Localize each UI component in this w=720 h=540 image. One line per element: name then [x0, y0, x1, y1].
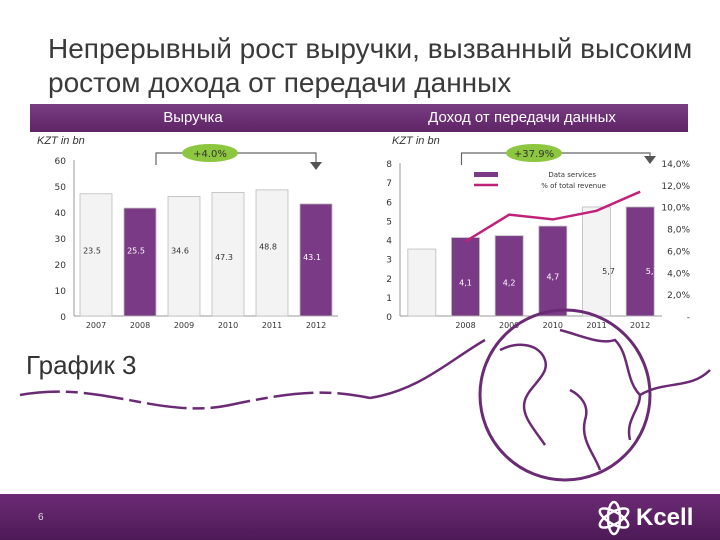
data-x-tick-label: 2011 [586, 321, 606, 330]
data-y-tick-label: 3 [386, 256, 392, 266]
revenue-bar [123, 207, 157, 317]
data-growth-arrowhead [644, 156, 656, 164]
revenue-bar [167, 195, 201, 317]
revenue-data-label: 43.1 [303, 253, 321, 262]
revenue-chart-banner: Выручка [30, 104, 356, 132]
revenue-y-tick-label: 10 [55, 287, 67, 297]
revenue-bar [255, 189, 289, 317]
revenue-x-tick-label: 2008 [130, 321, 150, 330]
revenue-y-tick-label: 40 [55, 209, 67, 219]
data-y2-tick-label: 10,0% [661, 204, 690, 214]
data-revenue-unit-label: KZT in bn [392, 135, 440, 147]
revenue-growth-arrowhead [310, 162, 322, 170]
data-bar-extra [407, 248, 437, 317]
data-y-tick-label: 6 [386, 198, 392, 208]
data-y2-tick-label: 14,0% [661, 160, 690, 170]
kcell-logo-icon [598, 500, 630, 536]
page-number: 6 [38, 512, 44, 523]
data-bar-label: 5,7 [602, 267, 615, 276]
legend-bar-swatch [474, 172, 498, 177]
data-growth-badge [506, 144, 562, 162]
data-x-tick-label: 2008 [455, 321, 475, 330]
revenue-unit-label: KZT in bn [37, 135, 85, 147]
brand-name: Kcell [636, 504, 694, 531]
figure-caption: График 3 [26, 350, 137, 380]
data-bar [625, 206, 655, 317]
data-bar-label: 5,7 [646, 267, 659, 276]
kcell-logo: Kcell [596, 500, 706, 536]
data-y2-tick-label: 2,0% [667, 291, 690, 301]
revenue-data-label: 47.3 [215, 253, 233, 262]
legend-line-label: % of total revenue [541, 182, 606, 190]
data-y2-tick-label: 6,0% [667, 247, 690, 257]
data-y-tick-label: 5 [386, 217, 392, 227]
revenue-data-label: 48.8 [259, 243, 277, 252]
data-y2-tick-label: 12,0% [661, 182, 690, 192]
revenue-x-tick-label: 2009 [174, 321, 194, 330]
revenue-data-label: 25.5 [127, 247, 145, 256]
revenue-bar [79, 193, 113, 317]
data-bar [538, 225, 568, 317]
data-y2-tick-label: - [687, 313, 690, 323]
revenue-x-tick-label: 2012 [306, 321, 326, 330]
revenue-y-tick-label: 0 [60, 313, 66, 323]
data-growth-label: +37.9% [514, 149, 554, 160]
data-y2-tick-label: 8,0% [667, 226, 690, 236]
data-revenue-chart-banner: Доход от передачи данных [356, 104, 688, 132]
data-x-tick-label: 2009 [499, 321, 519, 330]
footer-bar [0, 494, 720, 540]
revenue-data-label: 34.6 [171, 247, 189, 256]
data-y-tick-label: 0 [386, 313, 392, 323]
revenue-growth-badge [182, 144, 238, 162]
legend-bar-label: Data services [548, 171, 596, 179]
revenue-y-tick-label: 20 [55, 261, 67, 271]
data-bar [451, 237, 480, 317]
data-y-tick-label: 2 [386, 275, 392, 285]
revenue-data-label: 23.5 [83, 247, 101, 256]
data-bar [494, 235, 524, 317]
data-y2-tick-label: 4,0% [667, 269, 690, 279]
data-share-line [464, 190, 641, 243]
data-x-tick-label: 2010 [543, 321, 563, 330]
data-bar-label: 4,2 [503, 278, 516, 287]
data-bar-label: 4,1 [459, 278, 472, 287]
revenue-bar [299, 203, 333, 317]
revenue-growth-label: +4.0% [193, 149, 227, 160]
data-x-tick-label: 2012 [630, 321, 650, 330]
revenue-y-tick-label: 30 [55, 235, 67, 245]
revenue-x-tick-label: 2007 [86, 321, 106, 330]
revenue-y-tick-label: 50 [55, 183, 67, 193]
data-y-tick-label: 8 [386, 160, 392, 170]
revenue-x-tick-label: 2011 [262, 321, 282, 330]
revenue-x-tick-label: 2010 [218, 321, 238, 330]
revenue-bar [211, 192, 245, 317]
data-bar-label: 4,7 [546, 273, 559, 282]
data-y-tick-label: 4 [386, 237, 392, 247]
data-bar [582, 206, 611, 317]
data-y-tick-label: 7 [386, 179, 392, 189]
data-y-tick-label: 1 [386, 294, 392, 304]
revenue-y-tick-label: 60 [55, 157, 67, 167]
page-title: Непрерывный рост выручки, вызванный высо… [48, 33, 693, 98]
